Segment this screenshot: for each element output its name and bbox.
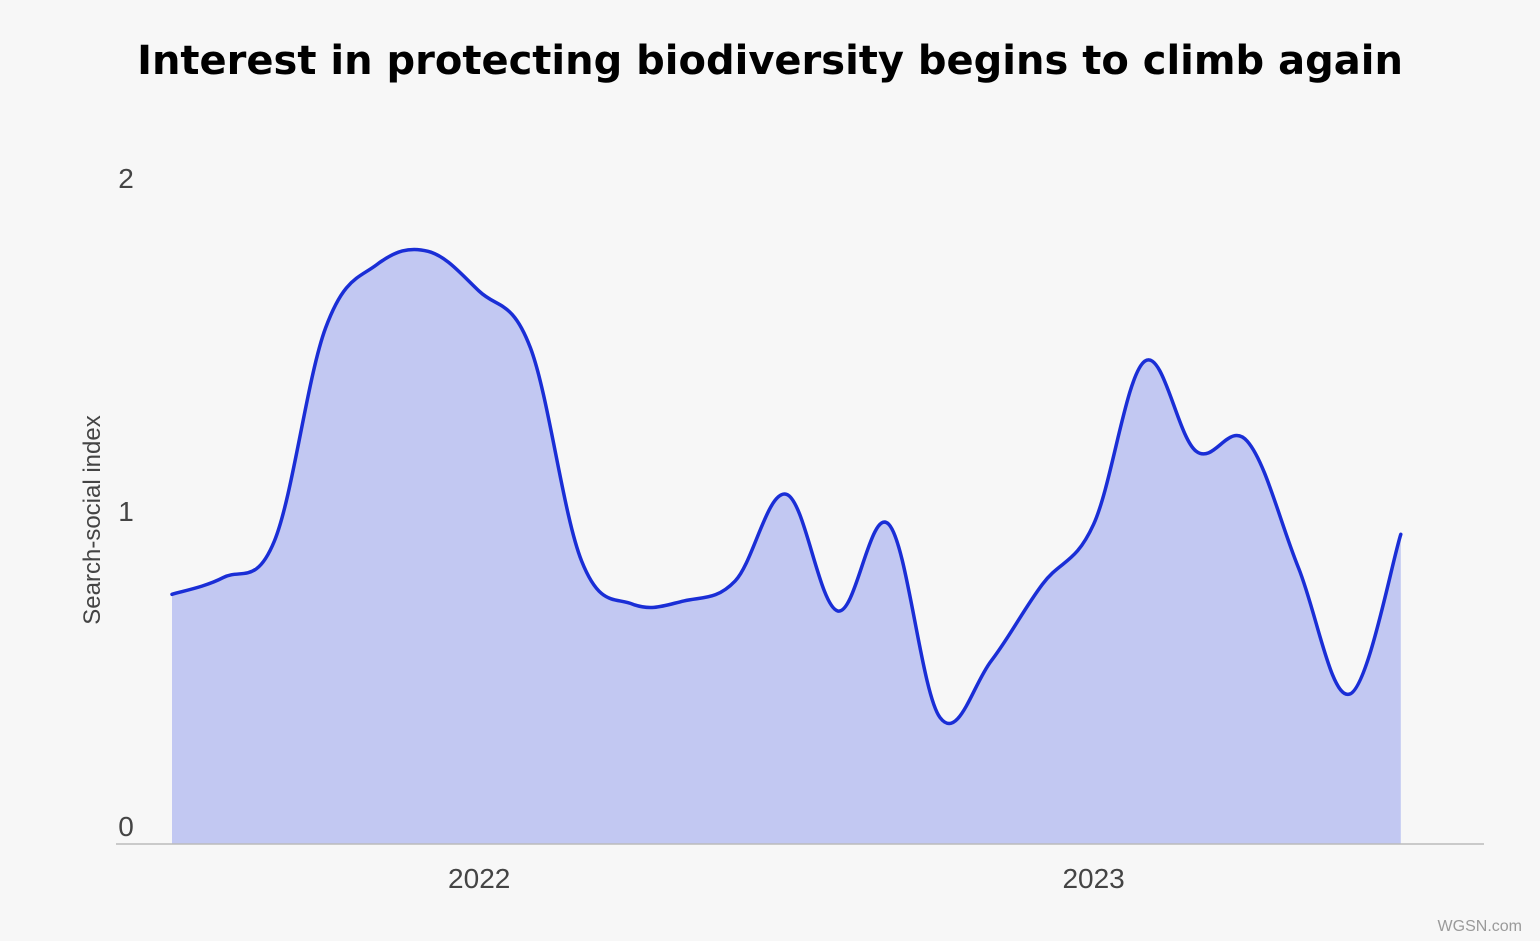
- data-point: [221, 576, 225, 580]
- y-axis-label: Search-social index: [79, 415, 106, 624]
- area-fill: [172, 249, 1401, 844]
- x-tick-label: 2023: [1062, 863, 1124, 894]
- data-point: [1348, 692, 1352, 696]
- data-point: [887, 522, 891, 526]
- data-point: [1040, 582, 1044, 586]
- data-point: [324, 326, 328, 330]
- chart-title: Interest in protecting biodiversity begi…: [137, 38, 1403, 84]
- data-point: [1245, 439, 1249, 443]
- data-point: [375, 263, 379, 267]
- data-point: [784, 492, 788, 496]
- x-tick-label: 2022: [448, 863, 510, 894]
- data-point: [426, 249, 430, 253]
- data-point: [938, 715, 942, 719]
- data-point: [836, 609, 840, 613]
- data-point: [477, 289, 481, 293]
- data-point: [272, 539, 276, 543]
- data-point: [170, 592, 174, 596]
- y-tick-label: 2: [118, 163, 134, 194]
- data-point: [1399, 532, 1403, 536]
- data-point: [528, 346, 532, 350]
- data-point: [631, 602, 635, 606]
- series-line: [170, 247, 1403, 726]
- y-axis-ticks: 0 1 2: [118, 163, 134, 842]
- data-point: [1194, 449, 1198, 453]
- y-tick-label: 1: [118, 496, 134, 527]
- data-point: [989, 659, 993, 663]
- data-point: [733, 579, 737, 583]
- data-point: [1143, 359, 1147, 363]
- data-point: [1092, 522, 1096, 526]
- data-point: [682, 599, 686, 603]
- source-credit: WGSN.com: [1437, 918, 1522, 935]
- y-tick-label: 0: [118, 811, 134, 842]
- data-point: [580, 559, 584, 563]
- x-axis-ticks: 2022 2023: [448, 863, 1125, 894]
- data-point: [1296, 566, 1300, 570]
